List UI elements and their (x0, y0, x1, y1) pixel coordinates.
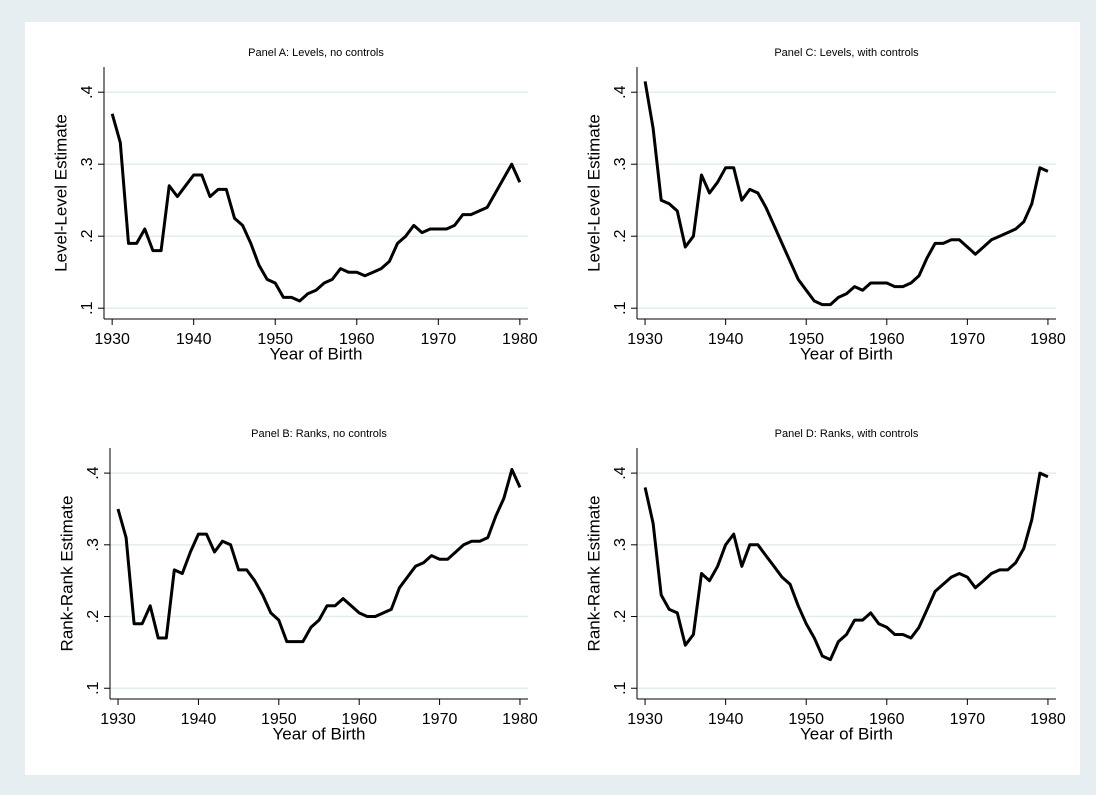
data-line (643, 471, 1049, 662)
data-line (116, 468, 522, 644)
x-tick-label: 1970 (422, 711, 458, 728)
x-axis-title: Year of Birth (800, 344, 893, 363)
x-tick-label: 1940 (181, 711, 217, 728)
data-line (643, 81, 1049, 307)
y-tick-label: .2 (612, 610, 629, 623)
x-tick-label: 1980 (1030, 711, 1066, 728)
y-tick-label: .4 (612, 85, 629, 98)
y-tick-label: .2 (85, 610, 102, 623)
x-tick-label: 1950 (261, 711, 297, 728)
y-tick-label: .1 (612, 681, 629, 694)
y-tick-label: .3 (79, 157, 96, 170)
panel-title: Panel D: Ranks, with controls (775, 428, 919, 440)
y-tick-label: .1 (85, 681, 102, 694)
x-tick-label: 1960 (869, 711, 905, 728)
y-axis-title: Rank-Rank Estimate (584, 496, 603, 652)
panel-title: Panel C: Levels, with controls (774, 47, 919, 59)
y-tick-label: .3 (612, 538, 629, 551)
y-axis-title: Rank-Rank Estimate (57, 496, 76, 652)
x-tick-label: 1970 (950, 331, 986, 348)
y-tick-label: .3 (612, 157, 629, 170)
x-tick-label: 1970 (421, 331, 457, 348)
y-axis-title: Level-Level Estimate (51, 114, 70, 272)
x-tick-label: 1950 (788, 331, 824, 348)
x-tick-label: 1940 (708, 711, 744, 728)
x-tick-label: 1930 (627, 711, 663, 728)
panel-title: Panel B: Ranks, no controls (251, 428, 387, 440)
y-tick-label: .1 (79, 301, 96, 314)
data-line (110, 113, 522, 303)
x-tick-label: 1930 (100, 711, 136, 728)
x-tick-label: 1930 (627, 331, 663, 348)
x-tick-label: 1950 (257, 331, 293, 348)
x-tick-label: 1960 (869, 331, 905, 348)
y-tick-label: .1 (612, 301, 629, 314)
panel-title: Panel A: Levels, no controls (248, 47, 384, 59)
x-tick-label: 1960 (339, 331, 375, 348)
x-tick-label: 1940 (708, 331, 744, 348)
y-tick-label: .2 (612, 229, 629, 242)
x-tick-label: 1960 (341, 711, 377, 728)
y-tick-label: .4 (612, 466, 629, 479)
x-tick-label: 1980 (1030, 331, 1066, 348)
y-tick-label: .3 (85, 538, 102, 551)
y-tick-label: .4 (79, 85, 96, 98)
x-axis-title: Year of Birth (800, 724, 893, 743)
x-tick-label: 1940 (176, 331, 212, 348)
x-axis-title: Year of Birth (273, 724, 366, 743)
y-tick-label: .2 (79, 229, 96, 242)
y-axis-title: Level-Level Estimate (584, 114, 603, 272)
x-tick-label: 1980 (502, 331, 538, 348)
x-axis-title: Year of Birth (270, 344, 363, 363)
x-tick-label: 1930 (94, 331, 130, 348)
x-tick-label: 1950 (788, 711, 824, 728)
y-tick-label: .4 (85, 466, 102, 479)
x-tick-label: 1970 (950, 711, 986, 728)
figure-background (25, 22, 1080, 775)
x-tick-label: 1980 (502, 711, 538, 728)
